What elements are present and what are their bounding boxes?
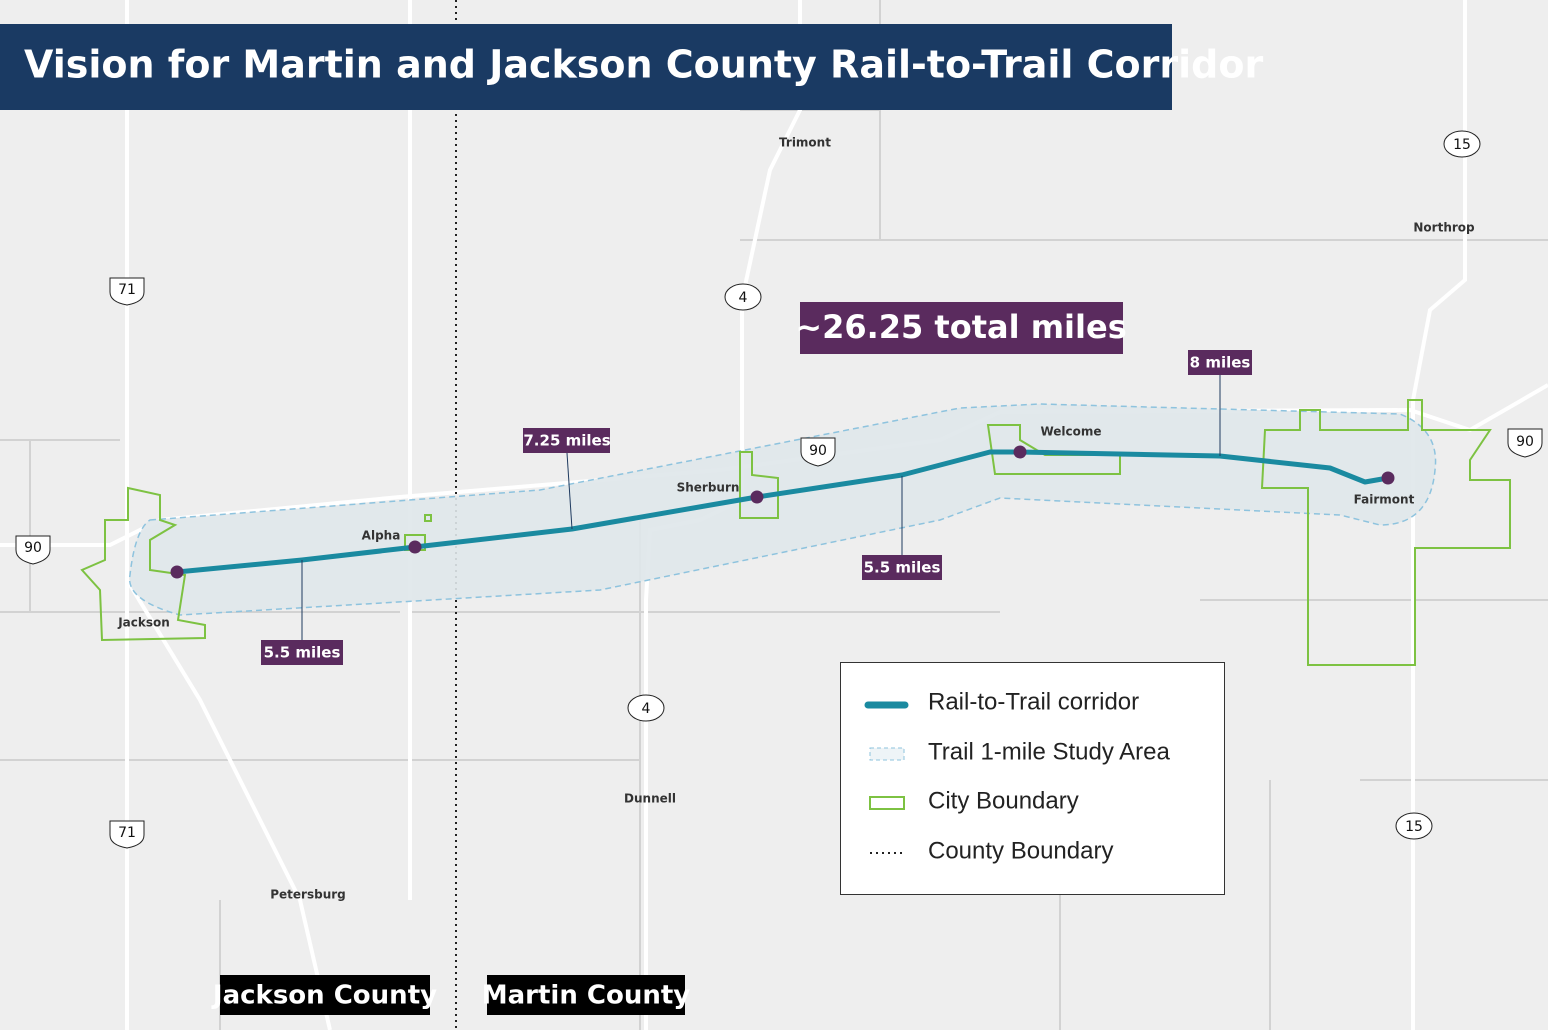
segment-label: 5.5 miles	[864, 559, 941, 577]
shield-label: 4	[642, 701, 651, 717]
segment-label: 7.25 miles	[523, 432, 610, 450]
segment-label: 8 miles	[1190, 354, 1251, 372]
title: Vision for Martin and Jackson County Rai…	[24, 43, 1263, 87]
title-bar	[0, 24, 1172, 110]
legend-label: County Boundary	[928, 837, 1113, 864]
shield-label: 15	[1405, 819, 1423, 835]
segment-labels: 5.5 miles 7.25 miles 5.5 miles 8 miles	[261, 350, 1252, 665]
total-callout	[800, 302, 1123, 354]
road-shields: 15 4 71 90 90 90 4 71 15	[15, 130, 1543, 849]
place-label: Fairmont	[1354, 493, 1415, 507]
place-label: Sherburn	[677, 481, 740, 495]
shield-label: 90	[809, 443, 827, 459]
legend-label: Trail 1-mile Study Area	[928, 738, 1171, 765]
trail-nodes	[170, 445, 1395, 579]
county-box	[487, 975, 685, 1015]
shield-label: 15	[1453, 137, 1471, 153]
shield-label: 90	[24, 540, 42, 556]
county-label: Jackson County	[211, 981, 437, 1011]
place-labels: Trimont Northrop Sherburn Alpha Jackson …	[117, 136, 1475, 902]
shield-label: 71	[118, 825, 136, 841]
county-label: Martin County	[482, 981, 691, 1011]
segment-label: 5.5 miles	[264, 644, 341, 662]
legend-label: City Boundary	[928, 787, 1079, 814]
place-label: Dunnell	[624, 792, 676, 806]
place-label: Petersburg	[270, 888, 346, 902]
place-label: Northrop	[1413, 221, 1475, 235]
total-miles: ~26.25 total miles	[795, 308, 1126, 346]
legend-label: Rail-to-Trail corridor	[928, 688, 1139, 715]
shield-label: 4	[739, 290, 748, 306]
shield-label: 71	[118, 282, 136, 298]
place-label: Alpha	[362, 529, 401, 543]
place-label: Welcome	[1040, 425, 1101, 439]
city-boundaries	[80, 399, 1511, 666]
trail-corridor	[176, 449, 1389, 575]
leader-lines	[301, 375, 1221, 640]
place-label: Jackson	[117, 616, 170, 630]
shield-label: 90	[1516, 434, 1534, 450]
study-area	[128, 403, 1437, 616]
place-label: Trimont	[779, 136, 831, 150]
county-box	[220, 975, 430, 1015]
legend: Rail-to-Trail corridor Trail 1-mile Stud…	[840, 662, 1225, 895]
